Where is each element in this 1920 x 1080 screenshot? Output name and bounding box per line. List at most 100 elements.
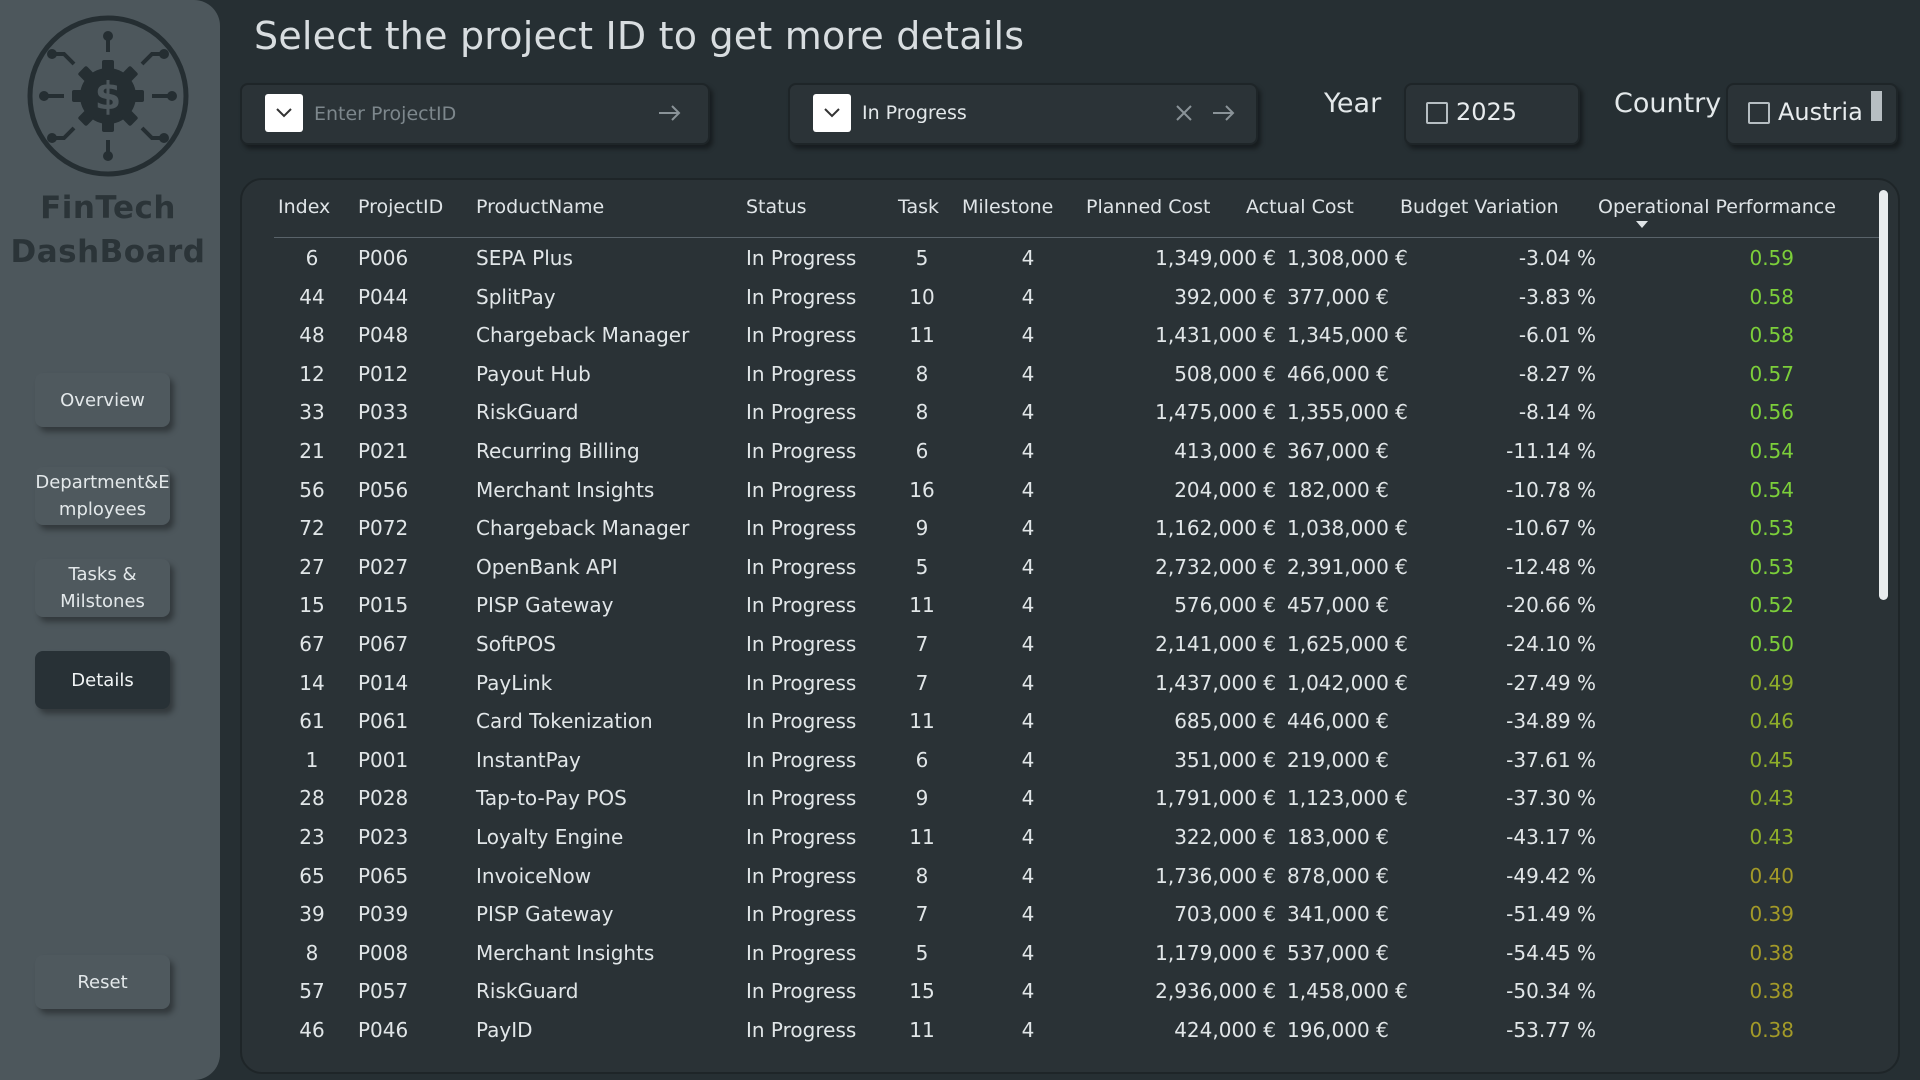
- arrow-right-icon[interactable]: [656, 99, 684, 127]
- cell-milestone: 4: [1021, 361, 1035, 386]
- cell-actual-cost: 377,000 €: [1287, 284, 1389, 309]
- cell-actual-cost: 1,345,000 €: [1287, 323, 1408, 348]
- col-header-index[interactable]: Index: [278, 196, 331, 218]
- nav-departments-employees-button[interactable]: Department&E mployees: [35, 467, 170, 525]
- table-row[interactable]: 14 P014 PayLink In Progress 7 4 1,437,000 € 1,0…: [274, 665, 1882, 704]
- cell-operational-performance: 0.54: [1749, 477, 1794, 502]
- cell-status: In Progress: [746, 361, 857, 386]
- table-row[interactable]: 44 P044 SplitPay In Progress 10 4 392,000 € 377…: [274, 279, 1882, 318]
- table-row[interactable]: 65 P065 InvoiceNow In Progress 8 4 1,736,000 €…: [274, 858, 1882, 897]
- cell-milestone: 4: [1021, 554, 1035, 579]
- cell-actual-cost: 2,391,000 €: [1287, 554, 1408, 579]
- cell-planned-cost: 1,437,000 €: [1155, 670, 1276, 695]
- table-row[interactable]: 56 P056 Merchant Insights In Progress 16 4 204…: [274, 472, 1882, 511]
- table-row[interactable]: 48 P048 Chargeback Manager In Progress 11 4 1,…: [274, 317, 1882, 356]
- table-row[interactable]: 21 P021 Recurring Billing In Progress 6 4 413,…: [274, 433, 1882, 472]
- clear-x-icon[interactable]: [1172, 101, 1196, 125]
- cell-milestone: 4: [1021, 1017, 1035, 1042]
- table-row[interactable]: 12 P012 Payout Hub In Progress 8 4 508,000 € 46…: [274, 356, 1882, 395]
- project-id-filter: [240, 83, 710, 145]
- chevron-down-icon: [276, 108, 292, 118]
- cell-project-id: P044: [358, 284, 409, 309]
- cell-project-id: P012: [358, 361, 409, 386]
- cell-operational-performance: 0.49: [1749, 670, 1794, 695]
- nav-details-label: Details: [71, 669, 134, 691]
- col-header-budget-variation[interactable]: Budget Variation: [1400, 196, 1559, 218]
- cell-status: In Progress: [746, 593, 857, 618]
- table-row[interactable]: 1 P001 InstantPay In Progress 6 4 351,000 € 219…: [274, 742, 1882, 781]
- col-header-task[interactable]: Task: [898, 196, 940, 218]
- cell-project-id: P021: [358, 438, 409, 463]
- cell-project-id: P028: [358, 786, 409, 811]
- cell-operational-performance: 0.50: [1749, 631, 1794, 656]
- table-scrollbar-thumb[interactable]: [1879, 190, 1888, 600]
- project-id-dropdown-button[interactable]: [265, 94, 303, 132]
- col-header-operational-performance[interactable]: Operational Performance: [1598, 196, 1836, 218]
- cell-project-id: P046: [358, 1017, 409, 1042]
- table-row[interactable]: 6 P006 SEPA Plus In Progress 5 4 1,349,000 € 1,…: [274, 240, 1882, 279]
- cell-planned-cost: 413,000 €: [1174, 438, 1276, 463]
- cell-task: 6: [915, 438, 929, 463]
- table-row[interactable]: 57 P057 RiskGuard In Progress 15 4 2,936,000 €…: [274, 973, 1882, 1012]
- cell-budget-variation: -34.89 %: [1506, 709, 1596, 734]
- cell-status: In Progress: [746, 940, 857, 965]
- table-row[interactable]: 8 P008 Merchant Insights In Progress 5 4 1,179…: [274, 935, 1882, 974]
- arrow-right-icon[interactable]: [1210, 99, 1238, 127]
- country-austria-checkbox[interactable]: [1748, 102, 1770, 124]
- project-id-input[interactable]: [314, 95, 644, 133]
- nav-tasks-milestones-button[interactable]: Tasks & Milstones: [35, 559, 170, 617]
- cell-operational-performance: 0.59: [1749, 246, 1794, 270]
- nav-overview-label: Overview: [60, 389, 145, 411]
- col-header-project-id[interactable]: ProjectID: [358, 196, 444, 218]
- cell-planned-cost: 1,431,000 €: [1155, 323, 1276, 348]
- col-header-milestone[interactable]: Milestone: [962, 196, 1054, 218]
- status-dropdown-button[interactable]: [813, 94, 851, 132]
- cell-project-id: P072: [358, 516, 409, 541]
- cell-planned-cost: 508,000 €: [1174, 361, 1276, 386]
- sort-descending-icon[interactable]: [1636, 221, 1648, 228]
- country-value[interactable]: Austria: [1778, 98, 1863, 126]
- cell-status: In Progress: [746, 670, 857, 695]
- cell-task: 11: [909, 1017, 935, 1042]
- status-filter: In Progress: [788, 83, 1258, 145]
- cell-index: 12: [299, 361, 325, 386]
- table-row[interactable]: 27 P027 OpenBank API In Progress 5 4 2,732,000…: [274, 549, 1882, 588]
- table-row[interactable]: 61 P061 Card Tokenization In Progress 11 4 685…: [274, 703, 1882, 742]
- table-row[interactable]: 33 P033 RiskGuard In Progress 8 4 1,475,000 € 1…: [274, 394, 1882, 433]
- cell-product-name: SEPA Plus: [476, 246, 573, 270]
- cell-planned-cost: 1,736,000 €: [1155, 863, 1276, 888]
- cell-milestone: 4: [1021, 246, 1035, 270]
- table-row[interactable]: 23 P023 Loyalty Engine In Progress 11 4 322,00…: [274, 819, 1882, 858]
- year-value[interactable]: 2025: [1456, 98, 1518, 126]
- col-header-planned-cost[interactable]: Planned Cost: [1086, 196, 1211, 218]
- cell-milestone: 4: [1021, 747, 1035, 772]
- reset-button[interactable]: Reset: [35, 955, 170, 1009]
- cell-index: 8: [305, 940, 319, 965]
- status-filter-value[interactable]: In Progress: [862, 102, 967, 124]
- cell-operational-performance: 0.53: [1749, 554, 1794, 579]
- country-slicer-scrollbar[interactable]: [1871, 91, 1882, 121]
- cell-product-name: SplitPay: [476, 284, 556, 309]
- cell-operational-performance: 0.39: [1749, 902, 1794, 927]
- table-row[interactable]: 72 P072 Chargeback Manager In Progress 9 4 1,1…: [274, 510, 1882, 549]
- cell-product-name: RiskGuard: [476, 979, 579, 1004]
- cell-operational-performance: 0.45: [1749, 747, 1794, 772]
- col-header-product-name[interactable]: ProductName: [476, 196, 605, 218]
- table-row[interactable]: 67 P067 SoftPOS In Progress 7 4 2,141,000 € 1,6…: [274, 626, 1882, 665]
- nav-details-button[interactable]: Details: [35, 651, 170, 709]
- cell-product-name: Recurring Billing: [476, 438, 640, 463]
- cell-budget-variation: -53.77 %: [1506, 1017, 1596, 1042]
- table-row[interactable]: 39 P039 PISP Gateway In Progress 7 4 703,000 €…: [274, 896, 1882, 935]
- nav-overview-button[interactable]: Overview: [35, 373, 170, 427]
- col-header-status[interactable]: Status: [746, 196, 807, 218]
- cell-milestone: 4: [1021, 631, 1035, 656]
- cell-planned-cost: 204,000 €: [1174, 477, 1276, 502]
- col-header-actual-cost[interactable]: Actual Cost: [1246, 196, 1354, 218]
- year-2025-checkbox[interactable]: [1426, 102, 1448, 124]
- table-row[interactable]: 15 P015 PISP Gateway In Progress 11 4 576,000 …: [274, 587, 1882, 626]
- cell-index: 21: [299, 438, 325, 463]
- table-row[interactable]: 46 P046 PayID In Progress 11 4 424,000 € 196,00…: [274, 1012, 1882, 1051]
- cell-planned-cost: 2,141,000 €: [1155, 631, 1276, 656]
- cell-actual-cost: 367,000 €: [1287, 438, 1389, 463]
- table-row[interactable]: 28 P028 Tap-to-Pay POS In Progress 9 4 1,791,0…: [274, 780, 1882, 819]
